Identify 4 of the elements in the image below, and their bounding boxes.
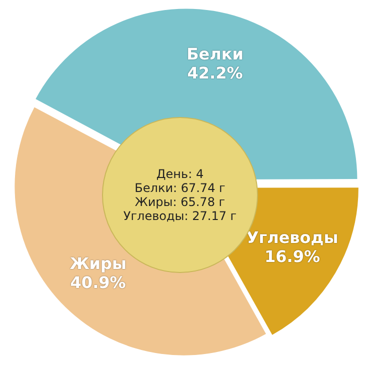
slice-label: Белки [186,44,244,64]
data-label: 40.9% [70,273,126,292]
data-label: 42.2% [187,64,243,83]
data-label: 16.9% [264,246,320,266]
